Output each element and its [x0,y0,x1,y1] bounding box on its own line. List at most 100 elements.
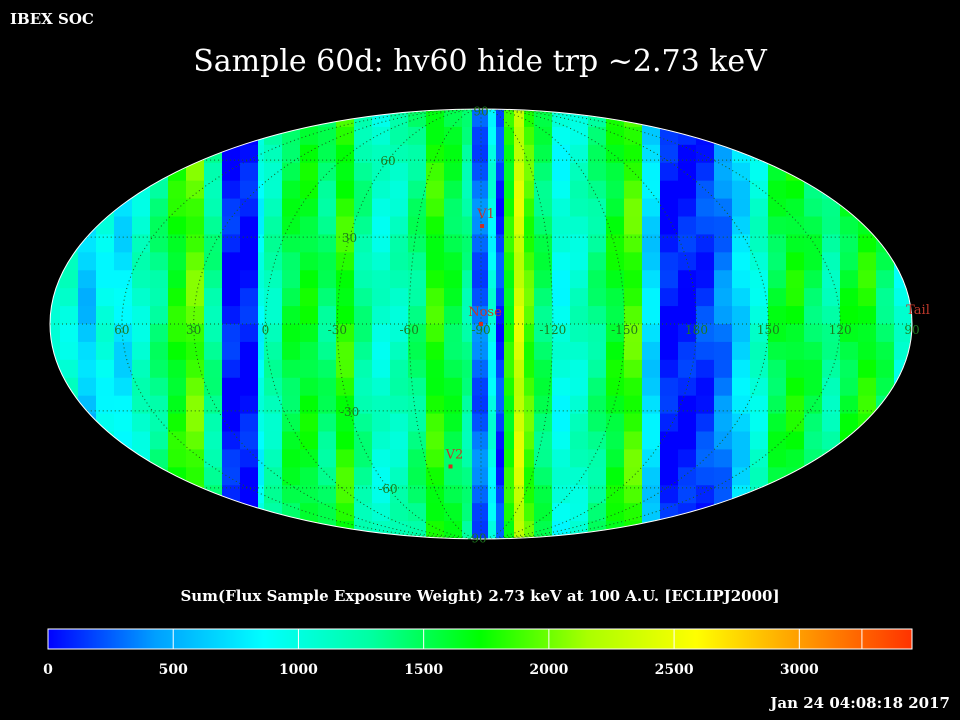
flux-cell [60,288,79,307]
flux-cell [462,449,473,468]
flux-cell [408,431,427,451]
flux-cell [624,324,643,343]
flux-cell [426,395,445,415]
flux-cell [624,485,643,504]
flux-cell [534,341,553,361]
flux-cell [114,252,133,271]
flux-cell [150,324,169,343]
flux-cell [786,306,805,325]
flux-cell [186,324,205,343]
meridian-line [121,109,456,539]
flux-cell [372,324,391,343]
flux-cell [408,198,427,218]
flux-cell [768,359,787,379]
flux-cell [204,288,223,307]
flux-cell [840,306,859,325]
flux-cell [444,144,463,164]
flux-cell [204,413,223,433]
flux-cell [264,413,283,433]
flux-cell [732,341,751,361]
flux-cell [390,324,409,343]
flux-cell [114,270,133,289]
flux-cell [282,109,301,128]
flux-cell [488,341,497,361]
flux-cell [894,324,912,343]
flux-cell [524,144,535,164]
flux-cell [552,449,571,468]
flux-cell [240,180,259,200]
flux-cell [222,431,241,451]
flux-cell [240,521,259,539]
flux-cell [524,162,535,182]
flux-cell [390,126,409,146]
flux-cell [786,324,805,343]
flux-cell [150,270,169,289]
flux-cell [354,270,373,289]
flux-cell [750,162,769,182]
flux-cell [390,503,409,522]
flux-cell [408,467,427,486]
flux-cell [894,216,912,236]
flux-cell [78,198,97,218]
flux-cell [150,377,169,397]
flux-cell [768,126,787,146]
flux-cell [840,234,859,253]
flux-cell [150,521,169,539]
flux-cell [524,485,535,504]
flux-cell [222,288,241,307]
flux-cell [318,288,337,307]
flux-cell [60,521,79,539]
flux-cell [78,144,97,164]
flux-cell [714,431,733,451]
flux-cell [624,162,643,182]
flux-cell [114,359,133,379]
flux-cell [678,395,697,415]
flux-cell [524,467,535,486]
flux-cell [696,162,715,182]
flux-cell [876,341,895,361]
flux-cell [472,198,489,218]
flux-cell [150,198,169,218]
flux-cell [642,126,661,146]
flux-cell [132,467,151,486]
flux-cell [624,377,643,397]
flux-cell [642,144,661,164]
flux-cell [264,180,283,200]
flux-cell [488,216,497,236]
flux-cell [114,467,133,486]
flux-cell [168,216,187,236]
flux-cell [588,180,607,200]
flux-cell [472,503,489,522]
flux-cell [222,449,241,468]
flux-cell [570,234,589,253]
flux-cell [372,198,391,218]
flux-cell [786,377,805,397]
flux-cell [168,162,187,182]
flux-cell [354,431,373,451]
flux-cell [524,395,535,415]
flux-cell [714,288,733,307]
flux-cell [552,144,571,164]
flux-cell [390,359,409,379]
flux-cell [204,467,223,486]
flux-cell [60,306,79,325]
flux-cell [258,270,265,289]
flux-cell [524,198,535,218]
flux-cell [444,109,463,128]
flux-cell [240,377,259,397]
flux-cell [78,162,97,182]
flux-cell [750,359,769,379]
flux-cell [426,198,445,218]
flux-cell [318,413,337,433]
flux-cell [786,216,805,236]
flux-cell [534,503,553,522]
flux-cell [534,252,553,271]
flux-cell [318,306,337,325]
flux-cell [150,413,169,433]
flux-cell [570,395,589,415]
flux-cell [732,270,751,289]
flux-cell [300,359,319,379]
flux-cell [514,252,525,271]
flux-cell [240,234,259,253]
flux-cell [552,288,571,307]
